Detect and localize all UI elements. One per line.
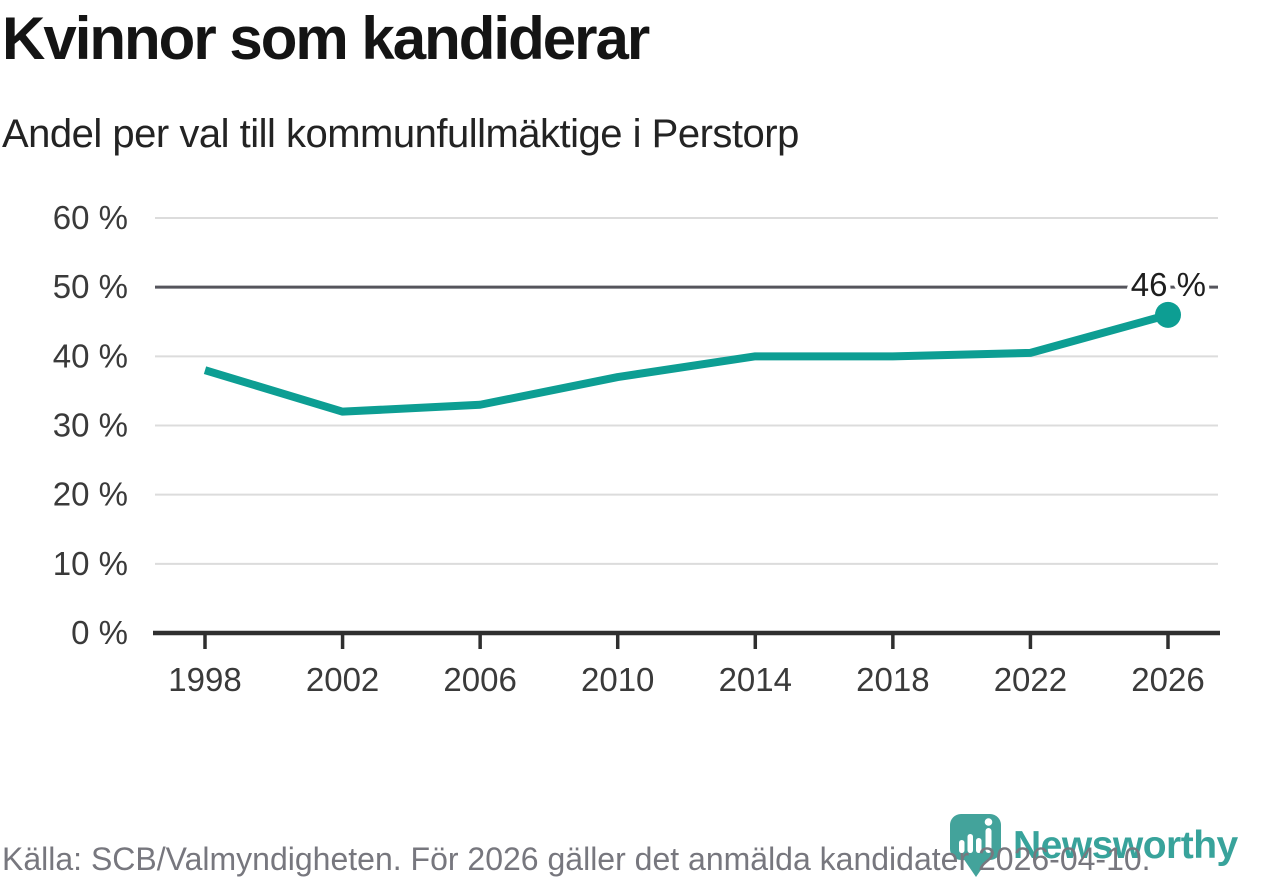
newsworthy-pin-icon bbox=[950, 814, 1001, 877]
y-axis-label: 20 % bbox=[53, 476, 128, 513]
source-note: Källa: SCB/Valmyndigheten. För 2026 gäll… bbox=[2, 841, 1151, 877]
y-axis-label: 10 % bbox=[53, 545, 128, 582]
y-axis-label: 40 % bbox=[53, 337, 128, 374]
x-axis-label: 2006 bbox=[443, 661, 516, 698]
chart-subtitle: Andel per val till kommunfullmäktige i P… bbox=[2, 112, 799, 156]
x-axis-label: 1998 bbox=[168, 661, 241, 698]
trend-line bbox=[203, 310, 1170, 416]
y-axis-label: 0 % bbox=[71, 614, 128, 651]
x-axis-label: 2022 bbox=[994, 661, 1067, 698]
y-axis-label: 30 % bbox=[53, 407, 128, 444]
x-axis-label: 2002 bbox=[306, 661, 379, 698]
newsworthy-wordmark: Newsworthy bbox=[1013, 823, 1238, 867]
x-axis-label: 2018 bbox=[856, 661, 929, 698]
chart-title: Kvinnor som kandiderar bbox=[2, 5, 650, 72]
end-point-marker bbox=[1155, 301, 1181, 328]
x-axis-label: 2010 bbox=[581, 661, 654, 698]
newsworthy-logo: Newsworthy bbox=[948, 812, 1238, 879]
end-value-label: 46 % bbox=[1131, 266, 1206, 303]
x-axis-label: 2026 bbox=[1131, 661, 1204, 698]
y-axis-label: 50 % bbox=[53, 268, 128, 305]
x-axis-label: 2014 bbox=[719, 661, 792, 698]
y-axis-label: 60 % bbox=[53, 199, 128, 236]
